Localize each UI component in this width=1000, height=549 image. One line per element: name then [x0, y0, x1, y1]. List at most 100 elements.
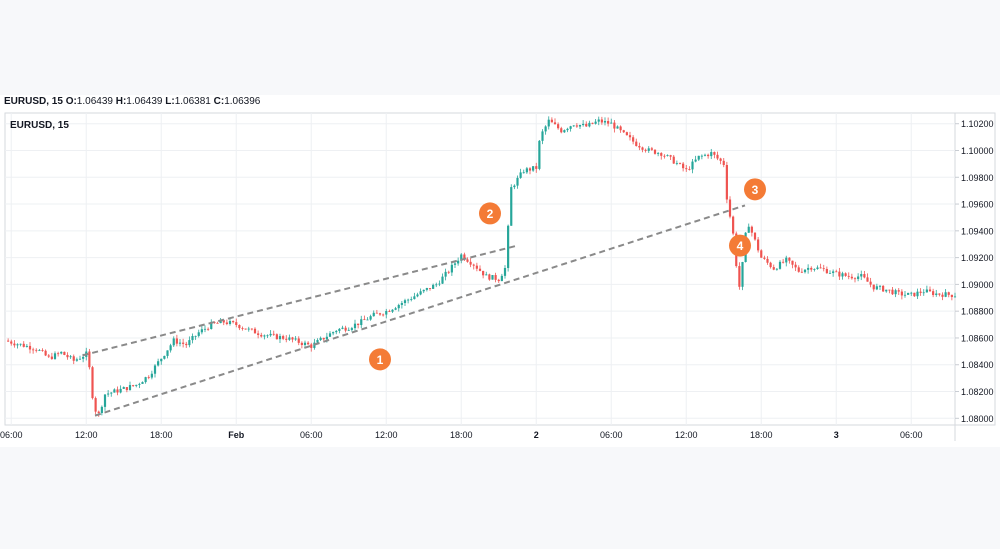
candle-body-up — [910, 292, 913, 294]
time-tick-label: 3 — [834, 430, 839, 440]
annotations: 1 2 3 4 — [369, 178, 766, 371]
candle-body-up — [369, 316, 372, 320]
candle-body-down — [800, 271, 803, 273]
candle-body-up — [400, 303, 403, 305]
candle-body-down — [275, 334, 278, 340]
candle-body-up — [188, 340, 191, 346]
candle-body-up — [335, 330, 338, 333]
candle-body-down — [822, 268, 825, 270]
candle-body-up — [425, 288, 428, 290]
candle-body-down — [757, 239, 760, 251]
candle-body-down — [625, 132, 628, 136]
candle-body-up — [597, 119, 600, 122]
candle-body-down — [638, 145, 641, 148]
candle-body-down — [475, 265, 478, 269]
candle-body-down — [282, 336, 285, 339]
candle-body-up — [616, 126, 619, 129]
candle-body-down — [835, 271, 838, 273]
candle-body-up — [563, 130, 566, 133]
candle-body-down — [557, 124, 560, 129]
candle-body-up — [119, 388, 122, 393]
candle-body-up — [566, 128, 569, 131]
chart-frame — [4, 112, 996, 426]
candle-body-down — [272, 333, 275, 335]
time-tick-label: 06:00 — [300, 430, 323, 440]
candle-body-up — [135, 384, 138, 386]
candle-body-down — [769, 262, 772, 268]
candle-body-up — [394, 308, 397, 310]
candle-body-up — [100, 406, 103, 414]
candle-body-down — [932, 291, 935, 295]
candle-body-down — [560, 128, 563, 133]
candle-body-up — [341, 327, 344, 329]
candle-body-up — [785, 257, 788, 263]
candle-body-up — [210, 321, 213, 329]
candle-body-down — [882, 285, 885, 292]
candle-body-down — [291, 337, 294, 340]
close-label: C: — [213, 96, 225, 107]
candle-body-down — [619, 126, 622, 131]
candle-body-up — [319, 337, 322, 341]
candle-body-down — [791, 260, 794, 265]
candle-body-down — [722, 160, 725, 165]
candle-body-up — [544, 126, 547, 132]
candle-body-up — [153, 365, 157, 374]
candle-body-up — [569, 126, 572, 129]
candle-body-up — [510, 187, 513, 226]
candle-body-up — [82, 356, 85, 359]
candle-body-down — [116, 389, 119, 393]
candle-body-up — [397, 304, 400, 309]
candle-body-up — [828, 272, 832, 274]
candle-body-down — [216, 322, 219, 324]
candle-body-down — [650, 148, 653, 150]
price-tick-label: 1.09400 — [961, 226, 994, 236]
candle-body-up — [594, 121, 597, 124]
candle-body-up — [360, 319, 363, 326]
candle-body-down — [897, 290, 900, 292]
candle-body-up — [172, 338, 175, 346]
candle-body-down — [788, 257, 791, 261]
candle-body-down — [553, 122, 557, 125]
candle-body-up — [16, 344, 19, 346]
candle-body-down — [35, 349, 38, 351]
candle-body-up — [347, 329, 350, 331]
candle-body-up — [269, 333, 272, 336]
candle-body-down — [772, 267, 775, 270]
candle-body-up — [247, 328, 250, 330]
candle-body-up — [816, 267, 819, 270]
candle-body-down — [535, 166, 538, 169]
price-tick-label: 1.09200 — [961, 253, 994, 263]
grid — [5, 113, 955, 425]
candle-body-down — [550, 119, 553, 123]
candle-body-down — [810, 267, 813, 270]
candle-body-down — [66, 354, 69, 358]
candle-body-down — [235, 322, 238, 326]
price-axis: 1.10200 1.10000 1.09800 1.09600 1.09400 1.092… — [955, 119, 994, 424]
candle-body-up — [200, 329, 203, 333]
time-axis: 06:00 12:00 18:00 Feb 06:00 12:00 18:00 2 06:00 1… — [0, 430, 923, 440]
candle-body-up — [110, 392, 113, 394]
candle-body-down — [310, 344, 313, 348]
candle-body-up — [266, 335, 269, 337]
candle-body-down — [22, 343, 25, 347]
candle-body-up — [103, 394, 107, 407]
candle-body-down — [382, 314, 385, 316]
candle-body-down — [185, 343, 188, 346]
candle-body-down — [919, 291, 922, 293]
time-tick-label: Feb — [228, 430, 245, 440]
time-tick-label: 06:00 — [900, 430, 923, 440]
candle-body-down — [72, 356, 75, 361]
candle-body-up — [316, 340, 319, 343]
candle-body-down — [685, 168, 688, 170]
candle-body-down — [7, 340, 10, 342]
candle-body-up — [138, 383, 141, 385]
candle-body-up — [163, 355, 166, 359]
candle-body-up — [832, 271, 835, 273]
candle-body-up — [935, 293, 938, 295]
price-tick-label: 1.08000 — [961, 414, 994, 424]
candle-body-down — [782, 261, 785, 263]
candle-body-down — [375, 312, 378, 314]
channel-line-upper — [82, 244, 518, 357]
candle-body-down — [866, 277, 869, 282]
